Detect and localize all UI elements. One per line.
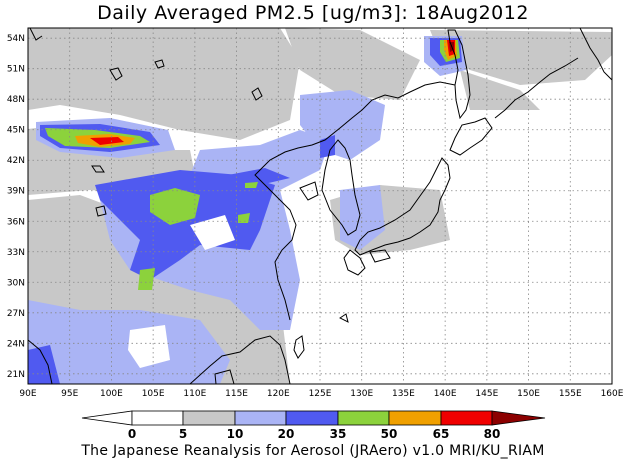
lon-tick-label: 115E — [225, 389, 248, 399]
field-20-35 — [228, 168, 290, 185]
field-35-50 — [138, 268, 155, 290]
lon-tick-label: 155E — [559, 389, 582, 399]
gridlines — [28, 28, 612, 384]
japan-honshu — [354, 157, 451, 256]
field-5-10 — [285, 28, 420, 100]
lon-tick-label: 135E — [392, 389, 415, 399]
bohai-coast — [299, 181, 319, 201]
field-35-50 — [150, 188, 200, 225]
lat-tick-label: 21N — [7, 370, 25, 380]
lake-balkhash — [91, 165, 105, 173]
plot-frame — [27, 27, 613, 385]
field-0-5 — [128, 325, 170, 368]
korea-coast — [321, 139, 361, 236]
field-35-50 — [238, 213, 250, 223]
kuril-islands — [494, 57, 579, 119]
lon-tick-label: 120E — [267, 389, 290, 399]
lon-tick-label: 150E — [517, 389, 540, 399]
lat-tick-label: 51N — [7, 65, 25, 75]
lat-tick-label: 42N — [7, 156, 25, 166]
lake — [95, 205, 107, 217]
hainan — [214, 369, 235, 384]
lat-tick-label: 45N — [7, 126, 25, 136]
color-bar: 0 5 10 20 35 50 65 80 — [81, 410, 546, 441]
lon-tick-label: 145E — [475, 389, 498, 399]
mainland-coast — [189, 335, 291, 384]
siberian-lake — [154, 59, 165, 69]
field-10-20 — [340, 185, 385, 250]
lon-tick-label: 105E — [142, 389, 165, 399]
lon-tick-label: 90E — [19, 389, 36, 399]
lon-axis-labels: 90E 95E 100E 105E 110E 115E 120E 125E 130E 135E 14… — [19, 389, 623, 399]
field-20-35 — [28, 345, 60, 384]
lat-tick-label: 54N — [7, 34, 25, 44]
colorbar-segment-20-35 — [285, 410, 339, 426]
colorbar-segment-50-65 — [388, 410, 442, 426]
mainland-coast — [254, 81, 456, 321]
field-35-50 — [245, 182, 258, 188]
lon-tick-label: 160E — [601, 389, 624, 399]
lon-tick-label: 140E — [434, 389, 457, 399]
lat-tick-label: 33N — [7, 248, 25, 258]
colorbar-arrow-above — [491, 410, 546, 426]
taiwan — [293, 335, 305, 359]
colorbar-label-65: 65 — [433, 427, 450, 441]
lat-tick-label: 39N — [7, 187, 25, 197]
colorbar-label-10: 10 — [227, 427, 244, 441]
colorbar-segment-0-5 — [131, 410, 184, 426]
lat-tick-label: 24N — [7, 339, 25, 349]
lon-tick-label: 125E — [309, 389, 332, 399]
colorbar-label-5: 5 — [179, 427, 187, 441]
colorbar-segment-65-80 — [440, 410, 493, 426]
lake-baikal — [109, 67, 123, 81]
field-5-10 — [28, 28, 300, 140]
colorbar-segment-10-20 — [234, 410, 287, 426]
japan-kyushu — [343, 249, 366, 276]
japan-hokkaido — [449, 117, 493, 156]
map-title: Daily Averaged PM2.5 [ug/m3]: 18Aug2012 — [97, 2, 529, 24]
colorbar-segment-35-50 — [337, 410, 390, 426]
field-5-10 — [460, 70, 540, 110]
footer-caption: The Japanese Reanalysis for Aerosol (JRA… — [81, 443, 545, 459]
indochina-coast — [28, 339, 53, 384]
japan-shikoku — [369, 249, 391, 263]
lon-tick-label: 130E — [350, 389, 373, 399]
colorbar-label-50: 50 — [381, 427, 398, 441]
coastlines — [28, 28, 612, 384]
lat-tick-label: 27N — [7, 309, 25, 319]
lon-tick-label: 100E — [100, 389, 123, 399]
colorbar-label-0: 0 — [128, 427, 136, 441]
colorbar-segment-5-10 — [182, 410, 236, 426]
field-5-10 — [430, 30, 612, 85]
colorbar-arrow-below — [81, 410, 133, 426]
lon-tick-label: 110E — [183, 389, 206, 399]
lake — [251, 87, 263, 101]
lat-tick-label: 36N — [7, 217, 25, 227]
lon-tick-label: 95E — [61, 389, 78, 399]
field-20-35 — [95, 170, 275, 280]
okinawa — [339, 313, 349, 323]
field-65-80 — [90, 137, 124, 145]
coast-nw — [29, 28, 43, 41]
colorbar-label-35: 35 — [330, 427, 347, 441]
sakhalin — [447, 29, 471, 120]
kamchatka-coast — [579, 28, 612, 81]
colorbar-label-80: 80 — [484, 427, 501, 441]
lat-tick-label: 48N — [7, 95, 25, 105]
lat-axis-labels: 21N 24N 27N 30N 33N 36N 39N 42N 45N 48N 51N 54N — [7, 34, 25, 380]
lat-tick-label: 30N — [7, 278, 25, 288]
field-0-5 — [190, 215, 235, 250]
colorbar-label-20: 20 — [278, 427, 295, 441]
concentration-fields — [28, 28, 612, 384]
